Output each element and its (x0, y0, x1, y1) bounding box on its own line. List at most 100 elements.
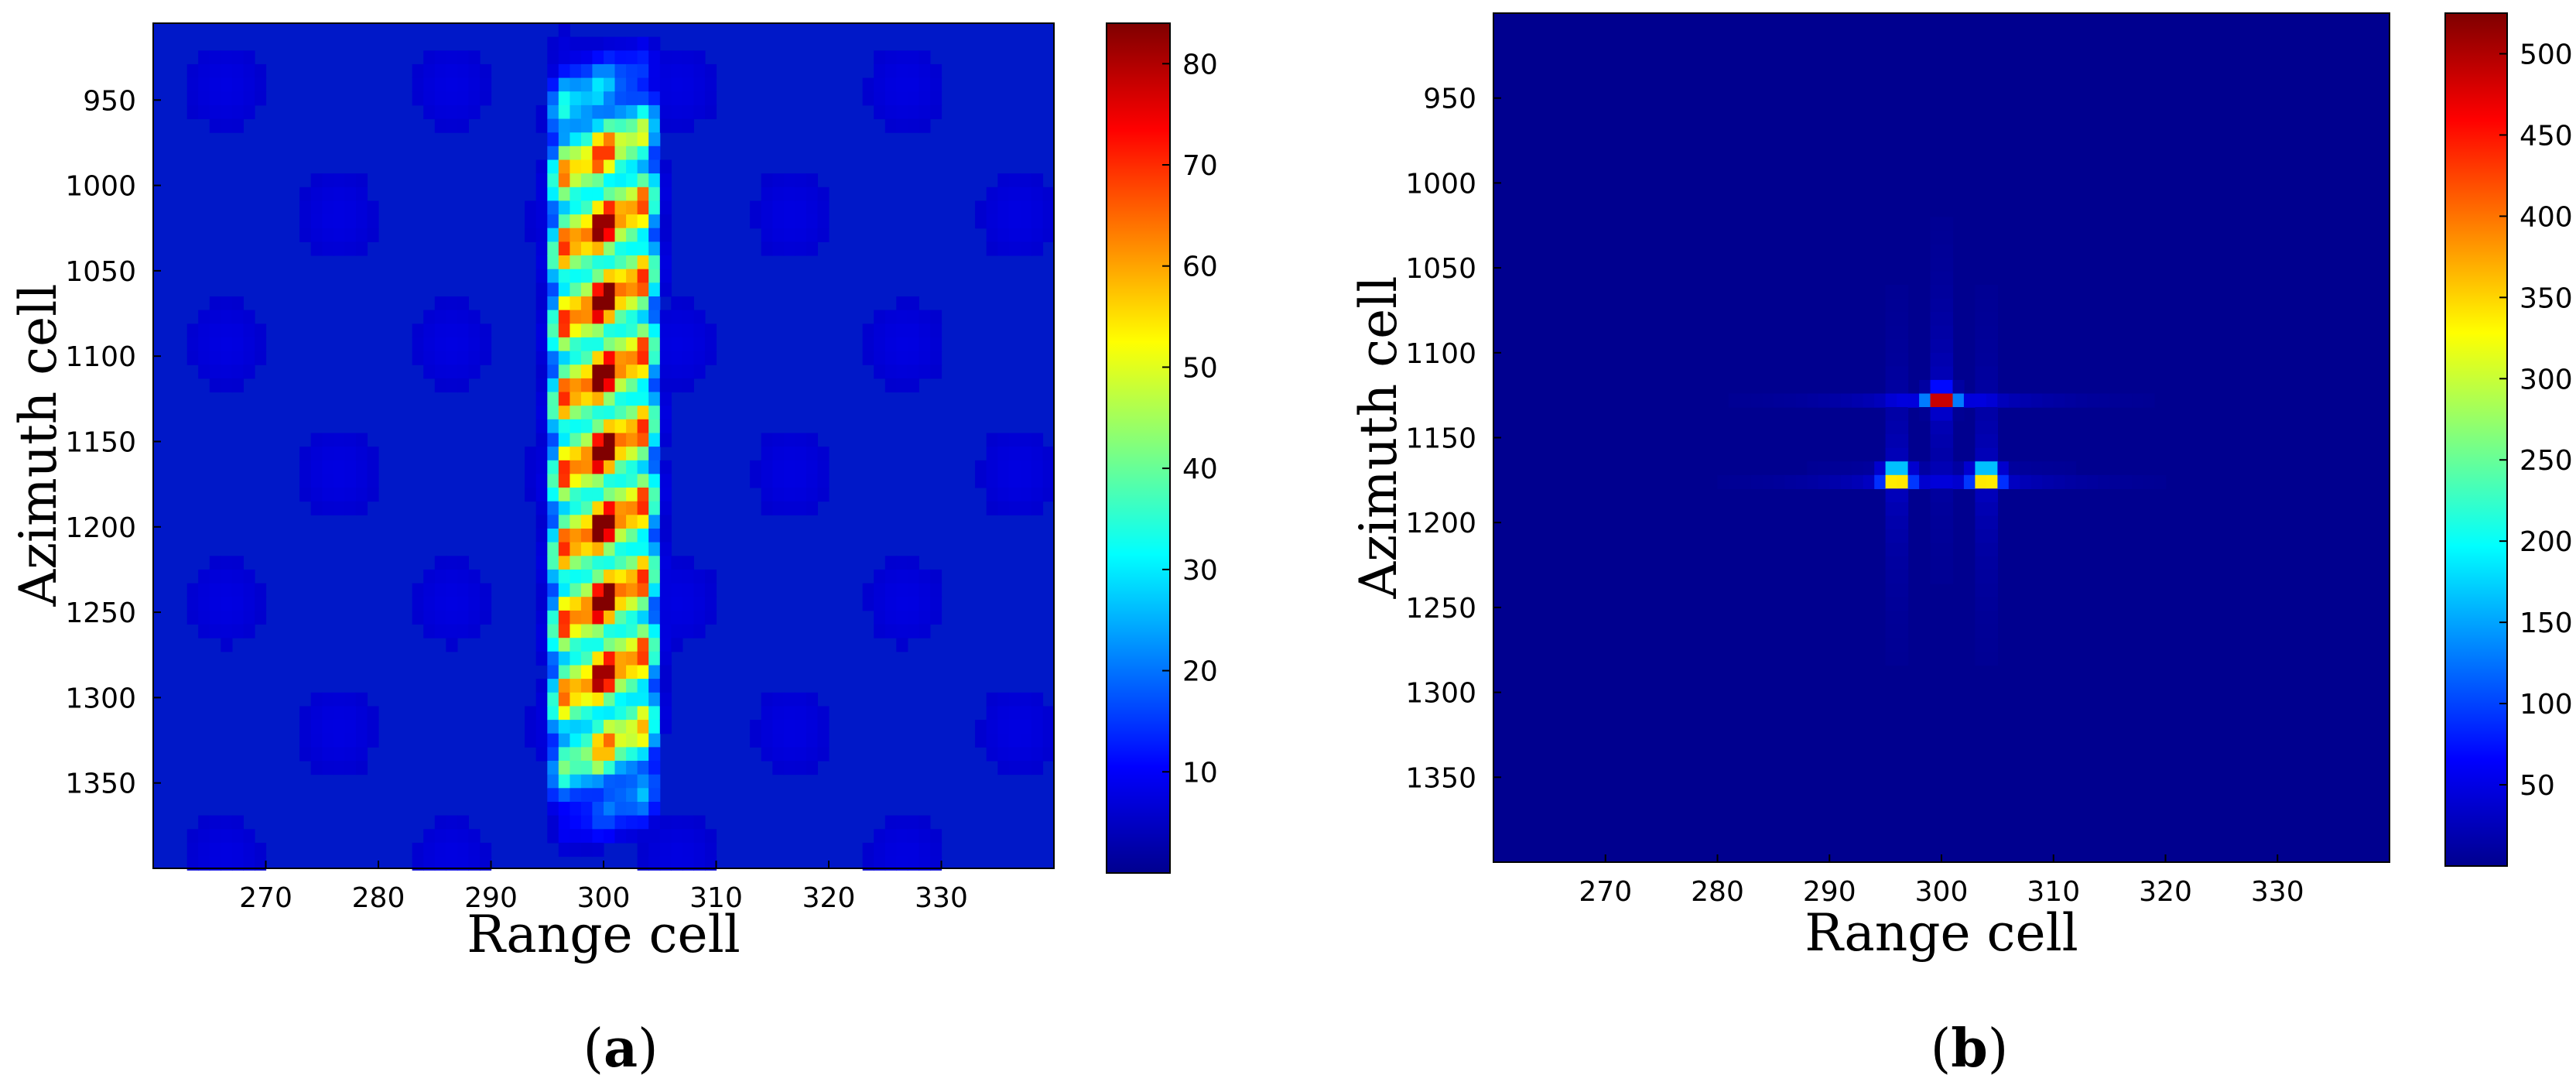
heat-cell (626, 187, 638, 201)
heat-cell (907, 50, 919, 65)
heat-cell (614, 282, 627, 297)
heat-cell (648, 638, 661, 652)
heat-cell (884, 91, 897, 106)
heat-cell (604, 36, 616, 51)
heat-cell (547, 542, 559, 556)
heat-cell (457, 296, 469, 311)
heat-cell (412, 63, 424, 79)
heat-cell (648, 761, 661, 775)
heat-cell (592, 542, 604, 556)
heat-cell (198, 63, 210, 79)
heat-cell (570, 187, 582, 201)
heat-cell (884, 77, 897, 92)
heat-cell (1885, 488, 1897, 503)
heat-cell (648, 241, 661, 256)
heat-cell (919, 610, 931, 625)
heat-cell (626, 706, 638, 721)
heat-cell (614, 747, 627, 762)
heat-cell (648, 173, 661, 188)
heat-cell (1963, 393, 1976, 408)
heat-cell (772, 720, 785, 734)
heat-cell (570, 159, 582, 174)
heat-cell (231, 77, 244, 92)
heat-cell (1031, 173, 1044, 188)
heat-cell (1852, 474, 1864, 489)
heat-cell (1885, 379, 1897, 395)
heat-cell (231, 118, 244, 133)
heat-cell (1031, 187, 1044, 201)
heat-cell (592, 351, 604, 365)
heat-cell (243, 91, 255, 106)
heat-cell (659, 829, 672, 844)
heat-cell (592, 610, 604, 625)
heat-cell (806, 228, 818, 242)
x-tick-label: 310 (2027, 876, 2080, 908)
heat-cell (580, 433, 593, 447)
heat-cell (1897, 529, 1909, 544)
heat-cell (637, 761, 649, 775)
heat-cell (637, 392, 649, 406)
heat-cell (580, 187, 593, 201)
x-tick-label: 320 (802, 882, 856, 914)
x-tick-labels-b: 270 280 290 300 310 320 330 (1579, 854, 2304, 908)
heat-cell (535, 460, 548, 474)
heat-cell (535, 255, 548, 270)
heat-cell (547, 118, 559, 133)
heat-cell (1897, 339, 1909, 354)
heat-cell (299, 187, 312, 201)
y-tick-label: 1100 (65, 341, 136, 373)
heat-cell (783, 474, 795, 488)
heat-cell (570, 761, 582, 775)
heat-cell (1941, 271, 1954, 286)
heat-cell (547, 337, 559, 352)
heat-cell (1885, 325, 1897, 340)
heat-cell (558, 337, 570, 352)
heat-cell (614, 460, 627, 474)
heat-cell (772, 460, 785, 474)
heat-cell (547, 145, 559, 160)
heat-cell (592, 91, 604, 106)
heat-cell (592, 802, 604, 816)
heat-cell (1919, 379, 1931, 395)
heat-cell (580, 419, 593, 433)
heat-cell (333, 187, 345, 201)
heat-cell (1762, 393, 1774, 408)
heat-cell (648, 788, 661, 803)
heat-cell (570, 569, 582, 584)
heat-cell (535, 474, 548, 488)
heat-cell (186, 337, 199, 352)
heat-cell (547, 624, 559, 638)
colorbar-tick-label: 500 (2520, 39, 2573, 70)
heat-cell (525, 720, 537, 734)
heat-cell (1963, 461, 1976, 476)
heat-cell (884, 597, 897, 611)
heat-cell (592, 255, 604, 270)
heat-cell (1874, 474, 1887, 489)
panel-label-a: (a) (583, 1018, 658, 1080)
heat-cell (535, 638, 548, 652)
heat-cell (1042, 747, 1055, 762)
heat-cell (592, 501, 604, 515)
heat-cell (322, 433, 334, 447)
heat-cell (322, 733, 334, 748)
heat-cell (558, 159, 570, 174)
heat-cell (367, 228, 379, 242)
heat-cell (1885, 543, 1897, 557)
heat-cell (659, 406, 672, 420)
heat-cell (1031, 692, 1044, 707)
heat-cell (637, 665, 649, 680)
heat-cell (614, 406, 627, 420)
heat-cell (671, 91, 683, 106)
heat-cell (761, 200, 773, 215)
heat-cell (626, 241, 638, 256)
heat-cell (1897, 366, 1909, 381)
heat-cell (750, 460, 762, 474)
heat-cell (1008, 187, 1021, 201)
heat-cell (457, 365, 469, 379)
colorbar-tick-label: 50 (2520, 770, 2555, 802)
heat-cell (930, 104, 942, 120)
heat-cell (930, 829, 942, 844)
heat-cell (355, 460, 368, 474)
heat-cell (558, 378, 570, 393)
heat-cell (570, 747, 582, 762)
